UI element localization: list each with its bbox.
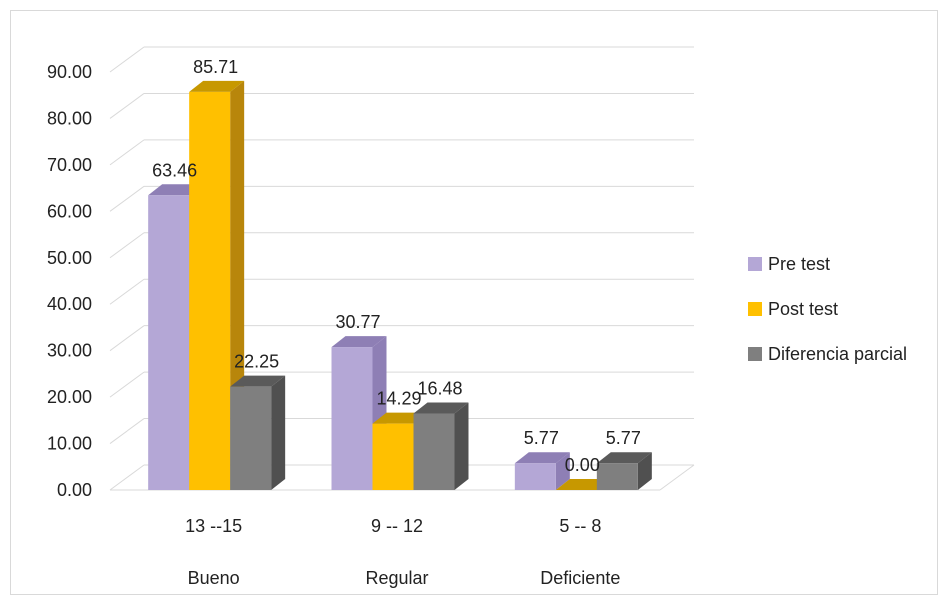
bar-top bbox=[230, 375, 286, 387]
gridline-diagonal bbox=[109, 185, 145, 212]
bar-side bbox=[637, 452, 652, 490]
y-tick-label: 30.00 bbox=[47, 341, 92, 361]
legend-swatch bbox=[748, 347, 762, 361]
data-label: 14.29 bbox=[376, 389, 421, 409]
data-label: 85.71 bbox=[193, 57, 238, 77]
gridline-diagonal bbox=[109, 278, 145, 305]
legend-label: Diferencia parcial bbox=[768, 344, 907, 364]
y-tick-label: 70.00 bbox=[47, 155, 92, 175]
gridline-diagonal bbox=[109, 232, 145, 259]
floor-edge-right bbox=[659, 464, 695, 491]
legend-label: Post test bbox=[768, 299, 838, 319]
data-label: 5.77 bbox=[606, 428, 641, 448]
gridline-diagonal bbox=[109, 325, 145, 352]
y-tick-label: 40.00 bbox=[47, 294, 92, 314]
data-label: 30.77 bbox=[335, 312, 380, 332]
bar-side bbox=[555, 452, 570, 490]
bar bbox=[230, 386, 272, 490]
bar-top bbox=[189, 80, 245, 92]
gridline-diagonal bbox=[109, 464, 145, 491]
y-tick-label: 50.00 bbox=[47, 248, 92, 268]
bar-side bbox=[454, 402, 469, 490]
bar bbox=[189, 91, 231, 490]
bar bbox=[514, 463, 556, 490]
x-group-label: Deficiente bbox=[540, 568, 620, 588]
legend-swatch bbox=[748, 302, 762, 316]
x-group-label: Bueno bbox=[188, 568, 240, 588]
gridline-diagonal bbox=[109, 139, 145, 166]
bar-top bbox=[514, 452, 570, 464]
y-tick-label: 90.00 bbox=[47, 62, 92, 82]
bar bbox=[596, 463, 638, 490]
x-group-label: Regular bbox=[365, 568, 428, 588]
bar-top bbox=[596, 452, 652, 464]
legend-swatch bbox=[748, 257, 762, 271]
y-tick-label: 20.00 bbox=[47, 387, 92, 407]
data-label: 16.48 bbox=[417, 378, 462, 398]
bar bbox=[372, 423, 414, 490]
bars bbox=[148, 80, 652, 490]
gridline-diagonal bbox=[109, 46, 145, 73]
bar bbox=[148, 195, 190, 490]
data-label: 0.00 bbox=[565, 455, 600, 475]
legend-label: Pre test bbox=[768, 254, 830, 274]
y-tick-label: 10.00 bbox=[47, 434, 92, 454]
y-axis: 0.00 10.00 20.00 30.00 40.00 50.00 60.00 70.00 8… bbox=[47, 62, 92, 500]
y-tick-label: 0.00 bbox=[57, 480, 92, 500]
gridline-diagonal bbox=[109, 418, 145, 444]
bar-side bbox=[271, 375, 286, 490]
y-tick-label: 80.00 bbox=[47, 108, 92, 128]
bar bbox=[413, 413, 455, 490]
bar-top bbox=[331, 336, 387, 348]
x-axis: 13 --15 Bueno 9 -- 12 Regular 5 -- 8 Deficien… bbox=[185, 516, 620, 588]
bar-top bbox=[413, 402, 469, 414]
gridline-diagonal bbox=[109, 93, 145, 119]
y-tick-label: 60.00 bbox=[47, 201, 92, 221]
x-tick-label: 13 --15 bbox=[185, 516, 242, 536]
x-tick-label: 9 -- 12 bbox=[371, 516, 423, 536]
data-label: 63.46 bbox=[152, 160, 197, 180]
data-label: 5.77 bbox=[524, 428, 559, 448]
gridline-diagonal bbox=[109, 371, 145, 398]
data-label: 22.25 bbox=[234, 352, 279, 372]
legend: Pre test Post test Diferencia parcial bbox=[748, 254, 907, 364]
x-tick-label: 5 -- 8 bbox=[559, 516, 601, 536]
bar bbox=[331, 347, 373, 490]
